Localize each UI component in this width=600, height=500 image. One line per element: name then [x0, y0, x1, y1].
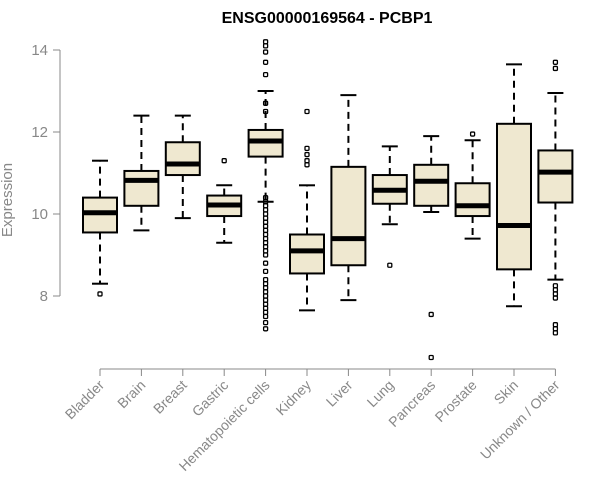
- outlier-point: [262, 235, 269, 242]
- iqr-box: [164, 141, 201, 177]
- box-brain: [123, 114, 160, 232]
- box-unknown-other: [537, 59, 574, 336]
- outlier-point: [262, 252, 269, 258]
- outlier-point: [221, 158, 227, 164]
- box-bladder: [82, 159, 118, 297]
- outlier-point: [262, 260, 269, 266]
- outlier-point: [262, 268, 269, 275]
- outlier-point: [262, 43, 269, 49]
- outlier-point: [552, 322, 559, 328]
- outlier-point: [262, 223, 269, 229]
- outlier-point: [552, 326, 559, 332]
- outlier-point: [304, 151, 310, 158]
- outlier-point: [262, 207, 269, 213]
- outlier-point: [262, 219, 269, 225]
- y-axis-label: Expression: [0, 163, 16, 237]
- outlier-point: [387, 262, 393, 268]
- y-tick-label: 8: [40, 288, 48, 305]
- outlier-point: [262, 297, 269, 303]
- iqr-box: [454, 182, 491, 218]
- outlier-point: [262, 305, 269, 311]
- outlier-point: [262, 326, 269, 332]
- outlier-point: [552, 295, 559, 301]
- box-pancreas: [413, 135, 450, 361]
- outlier-point: [552, 65, 559, 72]
- outlier-point: [304, 145, 310, 152]
- iqr-box: [330, 165, 367, 267]
- x-tick-label: Liver: [323, 377, 356, 410]
- outlier-point: [262, 71, 269, 78]
- outlier-point: [262, 211, 269, 217]
- outlier-point: [304, 158, 310, 164]
- outlier-point: [262, 309, 269, 316]
- outlier-point: [262, 285, 269, 291]
- outlier-point: [552, 287, 559, 293]
- outlier-point: [97, 291, 103, 297]
- outlier-point: [262, 240, 269, 246]
- chart-title: ENSG00000169564 - PCBP1: [222, 10, 433, 27]
- outlier-point: [262, 59, 269, 65]
- outlier-point: [262, 289, 269, 295]
- outlier-point: [262, 319, 269, 326]
- x-tick-label: Lung: [364, 377, 397, 410]
- outlier-point: [262, 293, 269, 299]
- x-tick-label: Kidney: [273, 377, 315, 419]
- x-tick-label: Breast: [150, 377, 190, 417]
- box-breast: [164, 114, 201, 220]
- iqr-box: [496, 122, 532, 271]
- outlier-point: [552, 283, 559, 289]
- outlier-point: [262, 244, 269, 250]
- outlier-point: [262, 276, 269, 283]
- outlier-point: [304, 108, 310, 115]
- x-tick-label: Prostate: [432, 377, 480, 425]
- outlier-point: [262, 49, 269, 55]
- outlier-point: [262, 281, 269, 287]
- outlier-point: [304, 162, 310, 168]
- outlier-point: [469, 131, 476, 137]
- outlier-point: [262, 231, 269, 238]
- outlier-point: [552, 59, 559, 65]
- y-tick-label: 10: [31, 206, 48, 223]
- box-hematopoietic-cells: [247, 39, 284, 332]
- outlier-point: [262, 203, 269, 209]
- outlier-point: [428, 354, 434, 361]
- x-tick-label: Skin: [491, 377, 522, 408]
- iqr-box: [413, 163, 450, 207]
- outlier-point: [262, 100, 269, 106]
- iqr-box: [289, 233, 325, 275]
- x-tick-label: Unknown / Other: [477, 377, 563, 463]
- outlier-point: [428, 311, 434, 318]
- outlier-point: [262, 108, 269, 115]
- outlier-point: [262, 301, 269, 307]
- outlier-point: [552, 291, 559, 297]
- outlier-point: [262, 227, 269, 234]
- iqr-box: [537, 149, 574, 204]
- outlier-point: [262, 248, 269, 254]
- iqr-box: [123, 169, 160, 207]
- box-series: [82, 39, 574, 361]
- outlier-point: [262, 313, 269, 320]
- box-skin: [496, 63, 532, 308]
- x-tick-label: Bladder: [62, 377, 108, 423]
- box-kidney: [289, 108, 325, 312]
- box-liver: [330, 94, 367, 302]
- box-prostate: [454, 131, 491, 240]
- y-tick-label: 14: [31, 42, 48, 59]
- outlier-point: [262, 39, 269, 45]
- x-tick-label: Brain: [114, 377, 148, 411]
- box-lung: [371, 145, 408, 268]
- box-gastric: [206, 158, 243, 244]
- y-axis: 8 10 12 14: [31, 42, 61, 305]
- y-tick-label: 12: [31, 124, 48, 141]
- outlier-point: [262, 215, 269, 221]
- outlier-point: [552, 330, 559, 336]
